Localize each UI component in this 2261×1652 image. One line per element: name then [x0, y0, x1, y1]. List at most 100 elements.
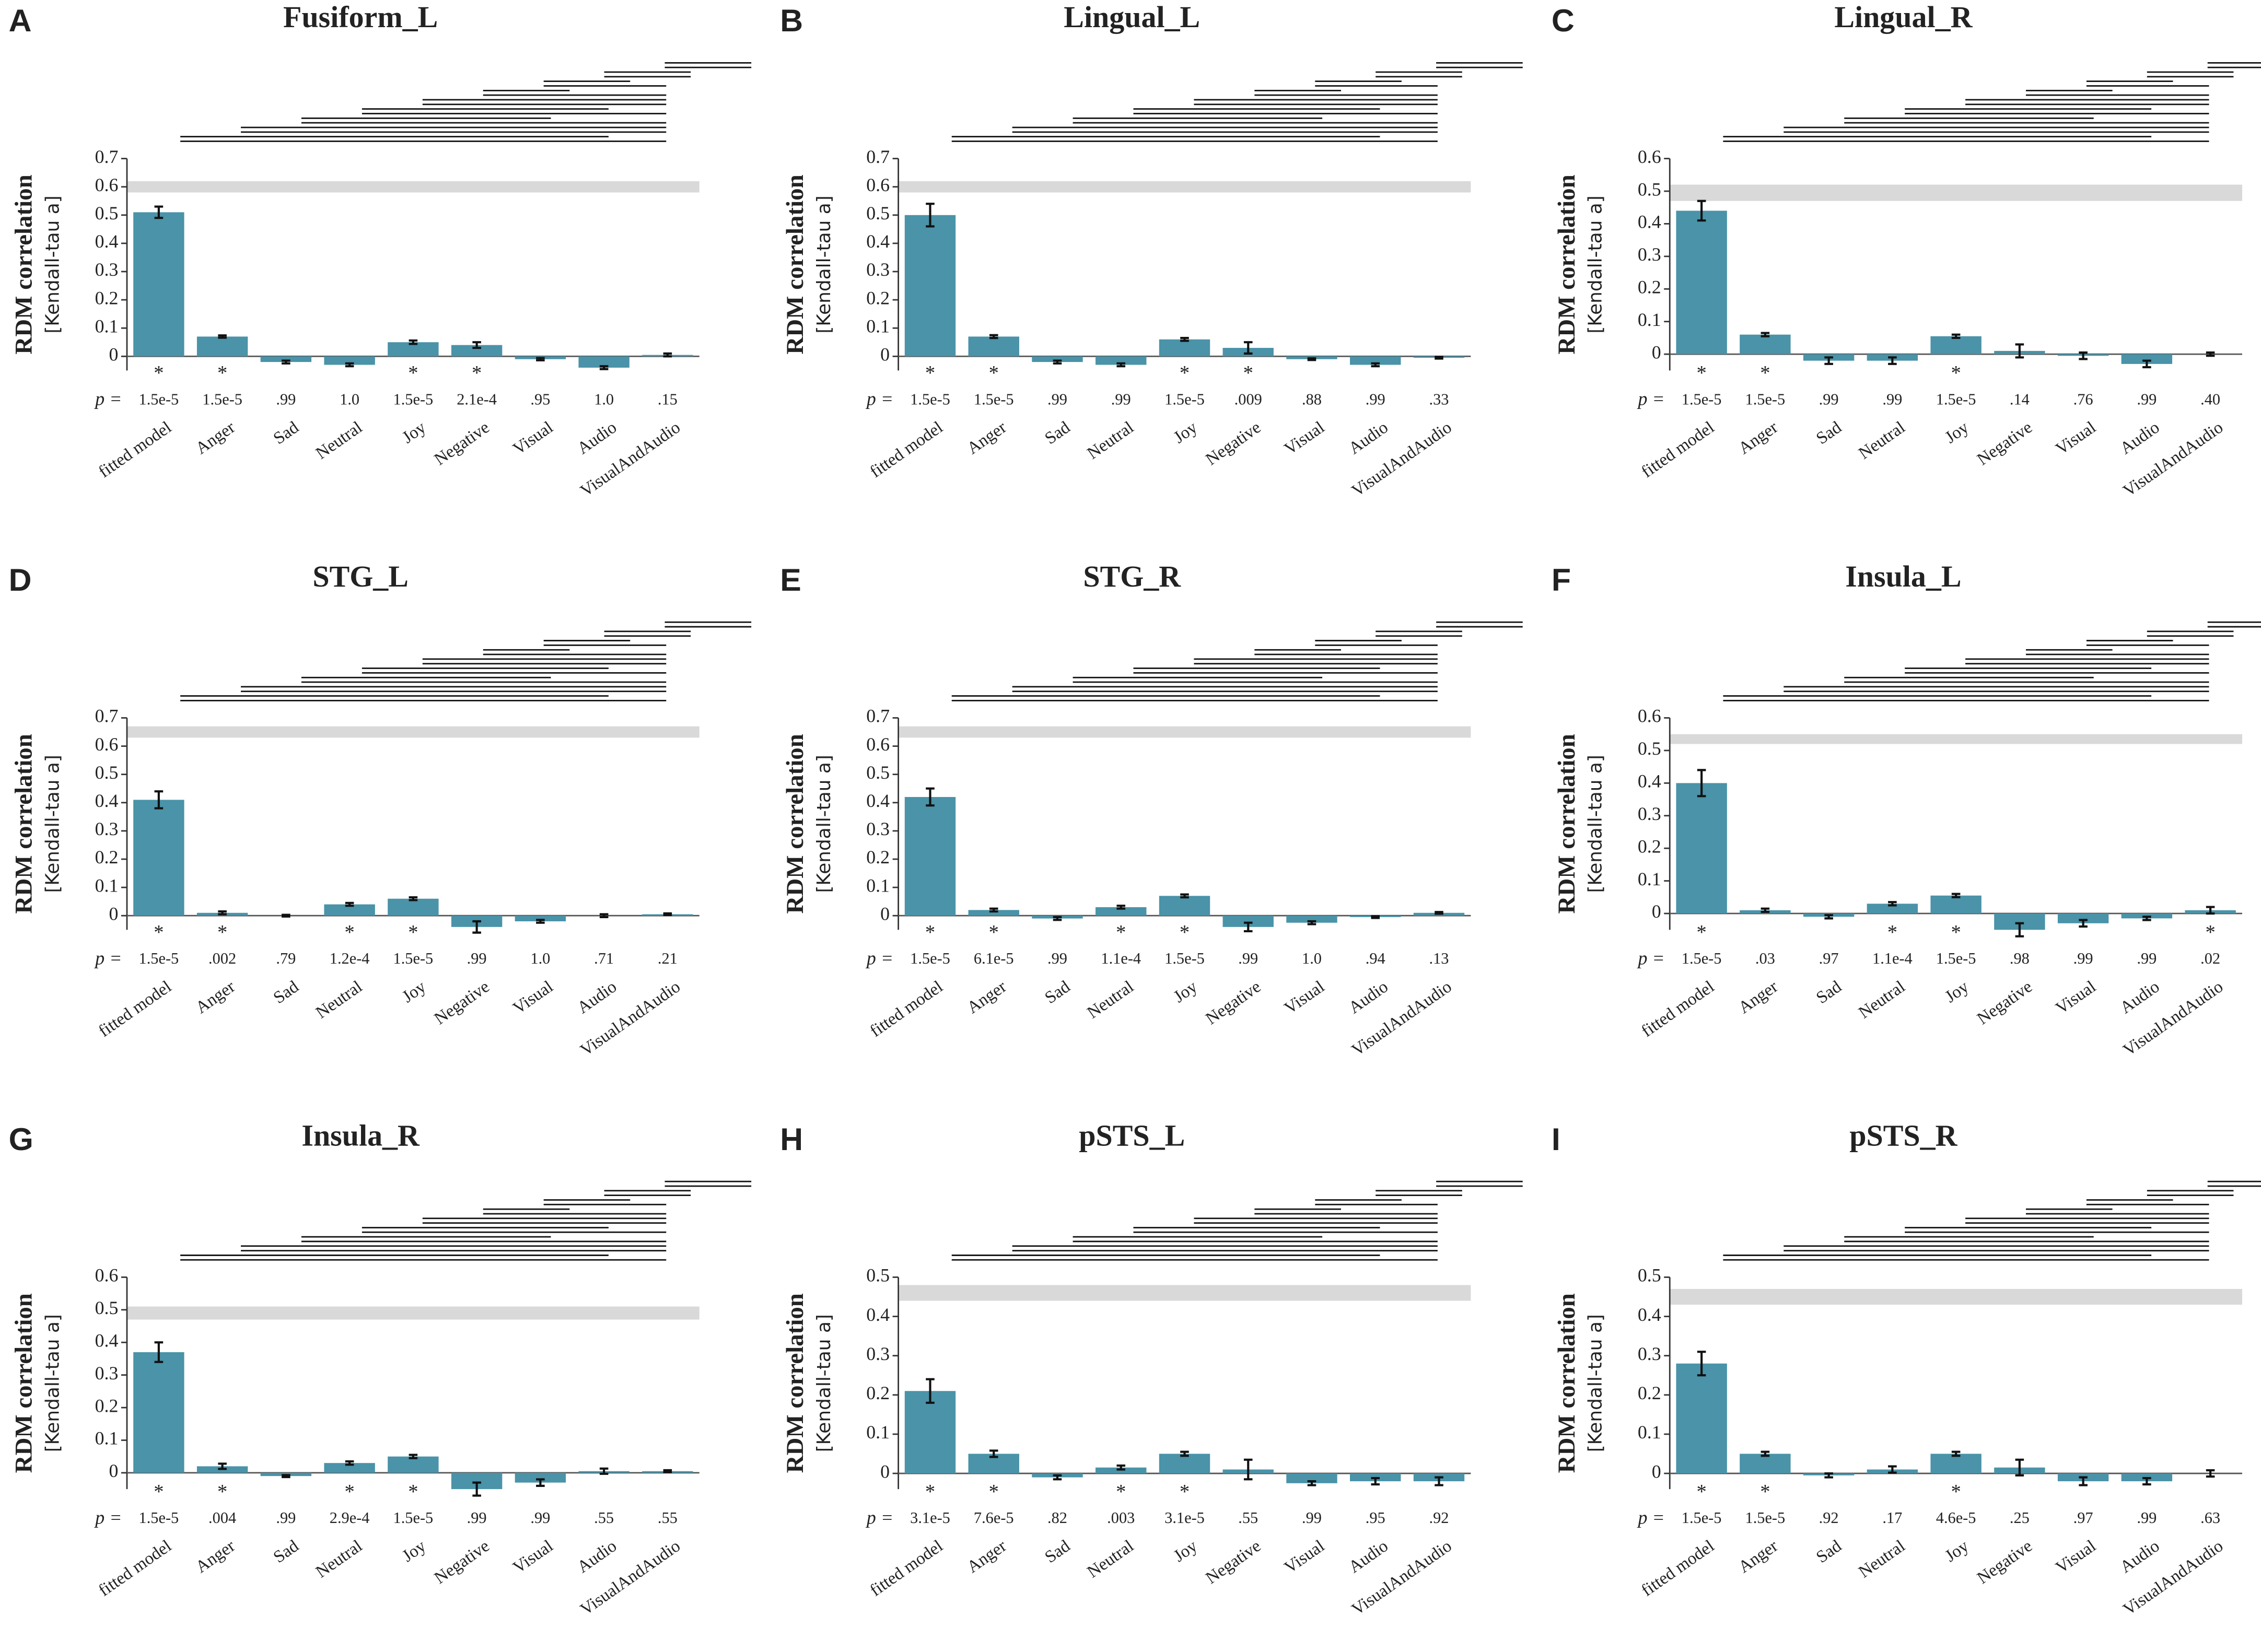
p-value: .95: [1366, 1509, 1385, 1527]
error-bar: [536, 1478, 545, 1487]
p-value: .99: [1302, 1509, 1322, 1527]
y-tick-label: 0.2: [1638, 836, 1661, 857]
error-bar: [599, 1467, 609, 1475]
panel-letter: G: [9, 1121, 33, 1157]
error-bar: [472, 341, 481, 349]
error-bar: [218, 334, 227, 339]
noise-ceiling: [1670, 184, 2242, 201]
x-tick-label: Visual: [509, 977, 556, 1018]
bar: [1930, 336, 1982, 355]
p-value: .92: [1429, 1509, 1449, 1527]
error-bar: [926, 1378, 935, 1404]
p-value: .99: [276, 390, 296, 408]
error-bar: [345, 1460, 354, 1466]
bar: [1159, 896, 1210, 916]
y-tick-label: 0.1: [95, 315, 119, 336]
x-tick-label: Visual: [509, 417, 556, 459]
x-tick-label: Sad: [270, 977, 302, 1007]
x-tick-label: Neutral: [312, 417, 366, 463]
y-tick-label: 0.3: [866, 818, 890, 839]
bar: [1286, 1473, 1337, 1483]
y-tick-label: 0: [109, 344, 119, 365]
error-bar: [1243, 921, 1253, 932]
x-tick-label: Joy: [1170, 977, 1201, 1006]
error-bar: [1307, 1480, 1316, 1486]
p-value: .55: [594, 1509, 614, 1527]
p-value: 1.2e-4: [330, 950, 370, 967]
error-bar: [1180, 337, 1189, 342]
significance-star: *: [1696, 362, 1706, 384]
bar: [1930, 895, 1982, 914]
x-tick-label: Visual: [1281, 977, 1328, 1018]
noise-ceiling: [127, 181, 700, 193]
error-bar: [218, 910, 227, 916]
panel: D STG_L 0 0.1 0.2 0.3 0.4 0.5 0.6 0.7 RDM correlat…: [9, 559, 752, 1060]
p-value: .71: [594, 950, 614, 967]
y-tick-label: 0.5: [1638, 738, 1661, 759]
significance-star: *: [217, 1481, 227, 1503]
x-tick-label: Negative: [1974, 977, 2036, 1028]
panel: G Insula_R 0 0.1 0.2 0.3 0.4 0.5 0.6 RDM correlat…: [9, 1119, 752, 1619]
panel-title: Fusiform_L: [283, 0, 438, 34]
p-value: .99: [2137, 390, 2157, 408]
error-bar: [989, 907, 998, 913]
panel-title: pSTS_L: [1079, 1119, 1185, 1153]
p-value: 1.5e-5: [393, 950, 434, 967]
bar: [133, 800, 184, 916]
x-tick-label: Negative: [1974, 417, 2036, 469]
bar: [1159, 1454, 1210, 1474]
p-value: 1.5e-5: [1682, 950, 1722, 967]
y-tick-label: 0.5: [95, 762, 119, 783]
x-tick-label: Negative: [1202, 417, 1264, 469]
error-bar: [1697, 200, 1706, 222]
x-tick-label: fitted model: [866, 1536, 946, 1600]
p-value: 1.5e-5: [1164, 950, 1205, 967]
panel: E STG_R 0 0.1 0.2 0.3 0.4 0.5 0.6 0.7 RDM correlat…: [780, 559, 1523, 1060]
p-value: .21: [658, 950, 678, 967]
bar: [388, 1456, 439, 1473]
error-bar: [599, 365, 609, 370]
p-value: .98: [2010, 950, 2030, 967]
x-tick-label: Anger: [963, 1536, 1010, 1577]
p-value: .003: [1107, 1509, 1135, 1527]
bar: [388, 898, 439, 916]
y-tick-label: 0.2: [866, 847, 890, 868]
x-tick-label: Neutral: [1083, 417, 1137, 463]
p-value: .009: [1234, 390, 1262, 408]
error-bar: [1435, 1476, 1443, 1486]
x-tick-label: Visual: [1281, 1536, 1328, 1577]
p-prefix: p =: [94, 947, 122, 968]
panel: C Lingual_R 0 0.1 0.2 0.3 0.4 0.5 0.6 RDM correla…: [1552, 0, 2261, 500]
panel: B Lingual_L 0 0.1 0.2 0.3 0.4 0.5 0.6 0.7 RDM corr…: [780, 0, 1523, 500]
p-value: 1.5e-5: [910, 950, 950, 967]
y-tick-label: 0.5: [866, 1265, 890, 1286]
significance-star: *: [217, 362, 227, 384]
y-tick-label: 0.6: [95, 734, 119, 755]
p-value: 1.5e-5: [393, 390, 434, 408]
x-tick-label: Sad: [270, 1536, 302, 1567]
error-bar: [1888, 1465, 1897, 1474]
p-value: 7.6e-5: [974, 1509, 1014, 1527]
p-value: 1.0: [530, 950, 550, 967]
significance-star: *: [408, 1481, 418, 1503]
bar: [1676, 1363, 1727, 1474]
p-value: 1.5e-5: [1745, 390, 1786, 408]
error-bar: [2142, 916, 2151, 921]
x-tick-label: Sad: [1041, 1536, 1074, 1567]
x-tick-label: fitted model: [866, 977, 946, 1041]
error-bar: [663, 1469, 672, 1473]
bar: [324, 356, 375, 365]
bar: [515, 1472, 566, 1483]
y-axis-label-2: [Kendall-tau a]: [1584, 755, 1606, 893]
error-bar: [989, 1449, 998, 1458]
y-axis-label: RDM correlation: [10, 1293, 38, 1473]
error-bar: [409, 1454, 418, 1459]
error-bar: [1371, 1477, 1380, 1486]
significance-star: *: [1180, 362, 1190, 384]
significance-star: *: [1760, 362, 1770, 384]
bar: [133, 212, 184, 357]
error-bar: [472, 920, 481, 934]
y-tick-label: 0.6: [95, 174, 119, 195]
noise-ceiling: [127, 726, 700, 738]
